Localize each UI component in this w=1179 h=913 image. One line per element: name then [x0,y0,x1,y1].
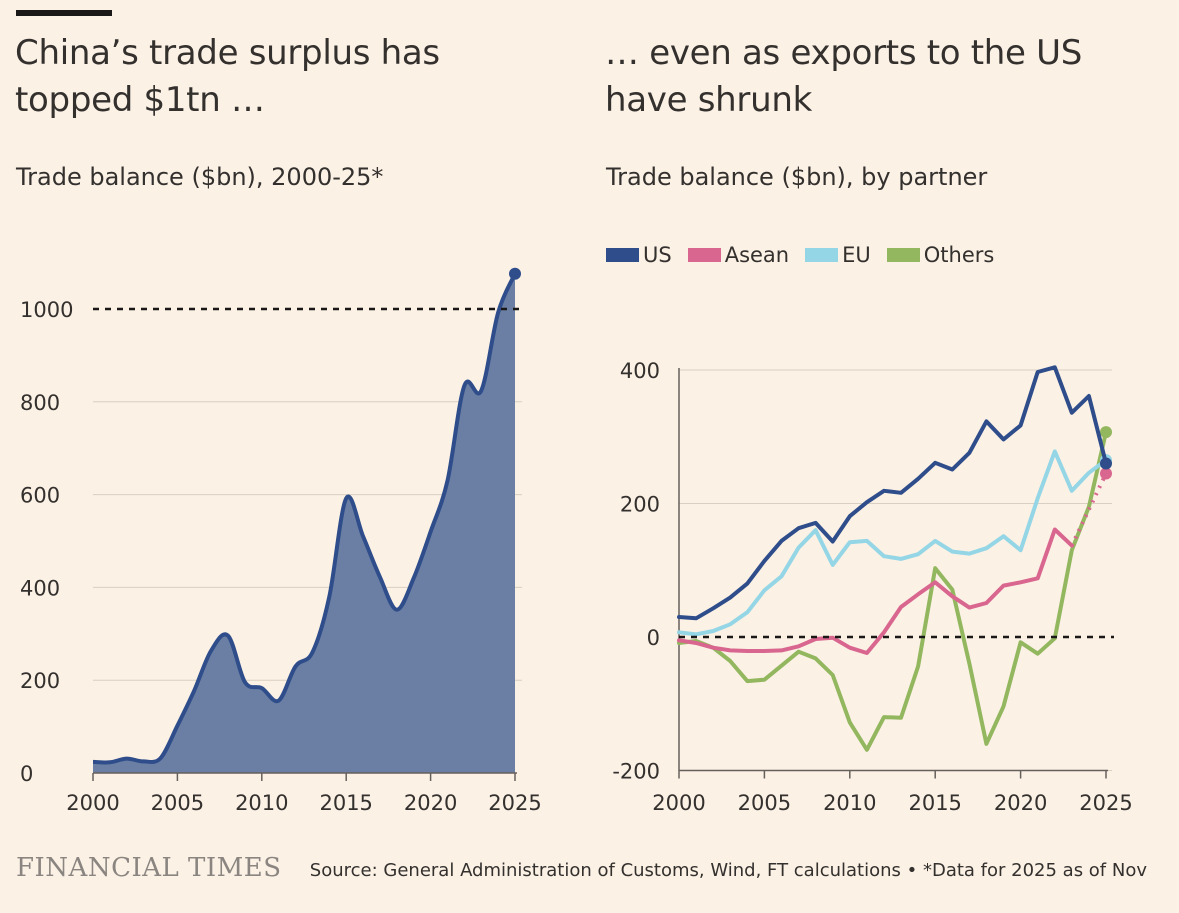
right-y-tick-label: 0 [647,626,660,650]
trade-surplus-end-dot [509,267,521,280]
right-x-tick-label: 2000 [652,791,705,815]
legend-label-asean: Asean [724,243,790,267]
right-x-tick-label: 2005 [738,791,791,815]
legend-item-eu: EU [805,243,871,267]
legend-item-us: US [606,243,672,267]
series-end-dot-asean [1100,467,1112,480]
left-x-tick-label: 2010 [235,791,288,815]
left-chart-subtitle: Trade balance ($bn), 2000-25* [16,163,384,191]
series-line-eu [677,449,1108,637]
legend-swatch-others [886,248,920,262]
legend-label-us: US [643,243,672,267]
legend-item-asean: Asean [687,243,790,267]
left-x-tick-label: 2000 [66,791,119,815]
series-line-others [677,430,1108,752]
left-chart-title: China’s trade surplus has topped $1tn … [15,33,440,120]
right-chart-subtitle: Trade balance ($bn), by partner [606,163,988,191]
right-y-tick-label: 400 [620,359,660,383]
left-y-tick-label: 800 [20,391,60,415]
trade-surplus-line [92,272,517,765]
left-x-tick-label: 2020 [404,791,457,815]
source-note: Source: General Administration of Custom… [309,860,1147,881]
legend-item-others: Others [886,243,995,267]
left-x-tick-label: 2015 [319,791,372,815]
series-line-us [677,365,1108,621]
left-y-tick-label: 200 [20,669,60,693]
legend-swatch-asean [687,248,721,262]
right-chart-legend: US Asean EU Others [606,243,1010,267]
series-end-dot-others [1100,426,1112,439]
right-x-tick-label: 2025 [1079,791,1132,815]
right-x-tick-label: 2010 [823,791,876,815]
legend-label-others: Others [923,243,995,267]
left-x-tick-label: 2025 [488,791,541,815]
right-x-tick-label: 2020 [994,791,1047,815]
series-end-dot-us [1100,457,1112,470]
ft-top-bar [16,10,112,16]
left-y-tick-label: 600 [20,484,60,508]
left-y-tick-label: 400 [20,576,60,600]
left-y-tick-label: 1000 [20,298,73,322]
left-x-tick-label: 2005 [151,791,204,815]
legend-swatch-eu [805,248,839,262]
right-y-tick-label: -200 [612,760,660,784]
trade-surplus-area [93,273,515,773]
legend-swatch-us [606,248,639,262]
right-y-tick-label: 200 [620,493,660,517]
left-y-tick-label: 0 [20,762,33,786]
legend-label-eu: EU [842,243,871,267]
series-line-asean [677,527,1074,655]
right-chart-title: … even as exports to the US have shrunk [605,33,1083,120]
right-x-tick-label: 2015 [908,791,961,815]
ft-logo: FINANCIAL TIMES [16,853,282,883]
